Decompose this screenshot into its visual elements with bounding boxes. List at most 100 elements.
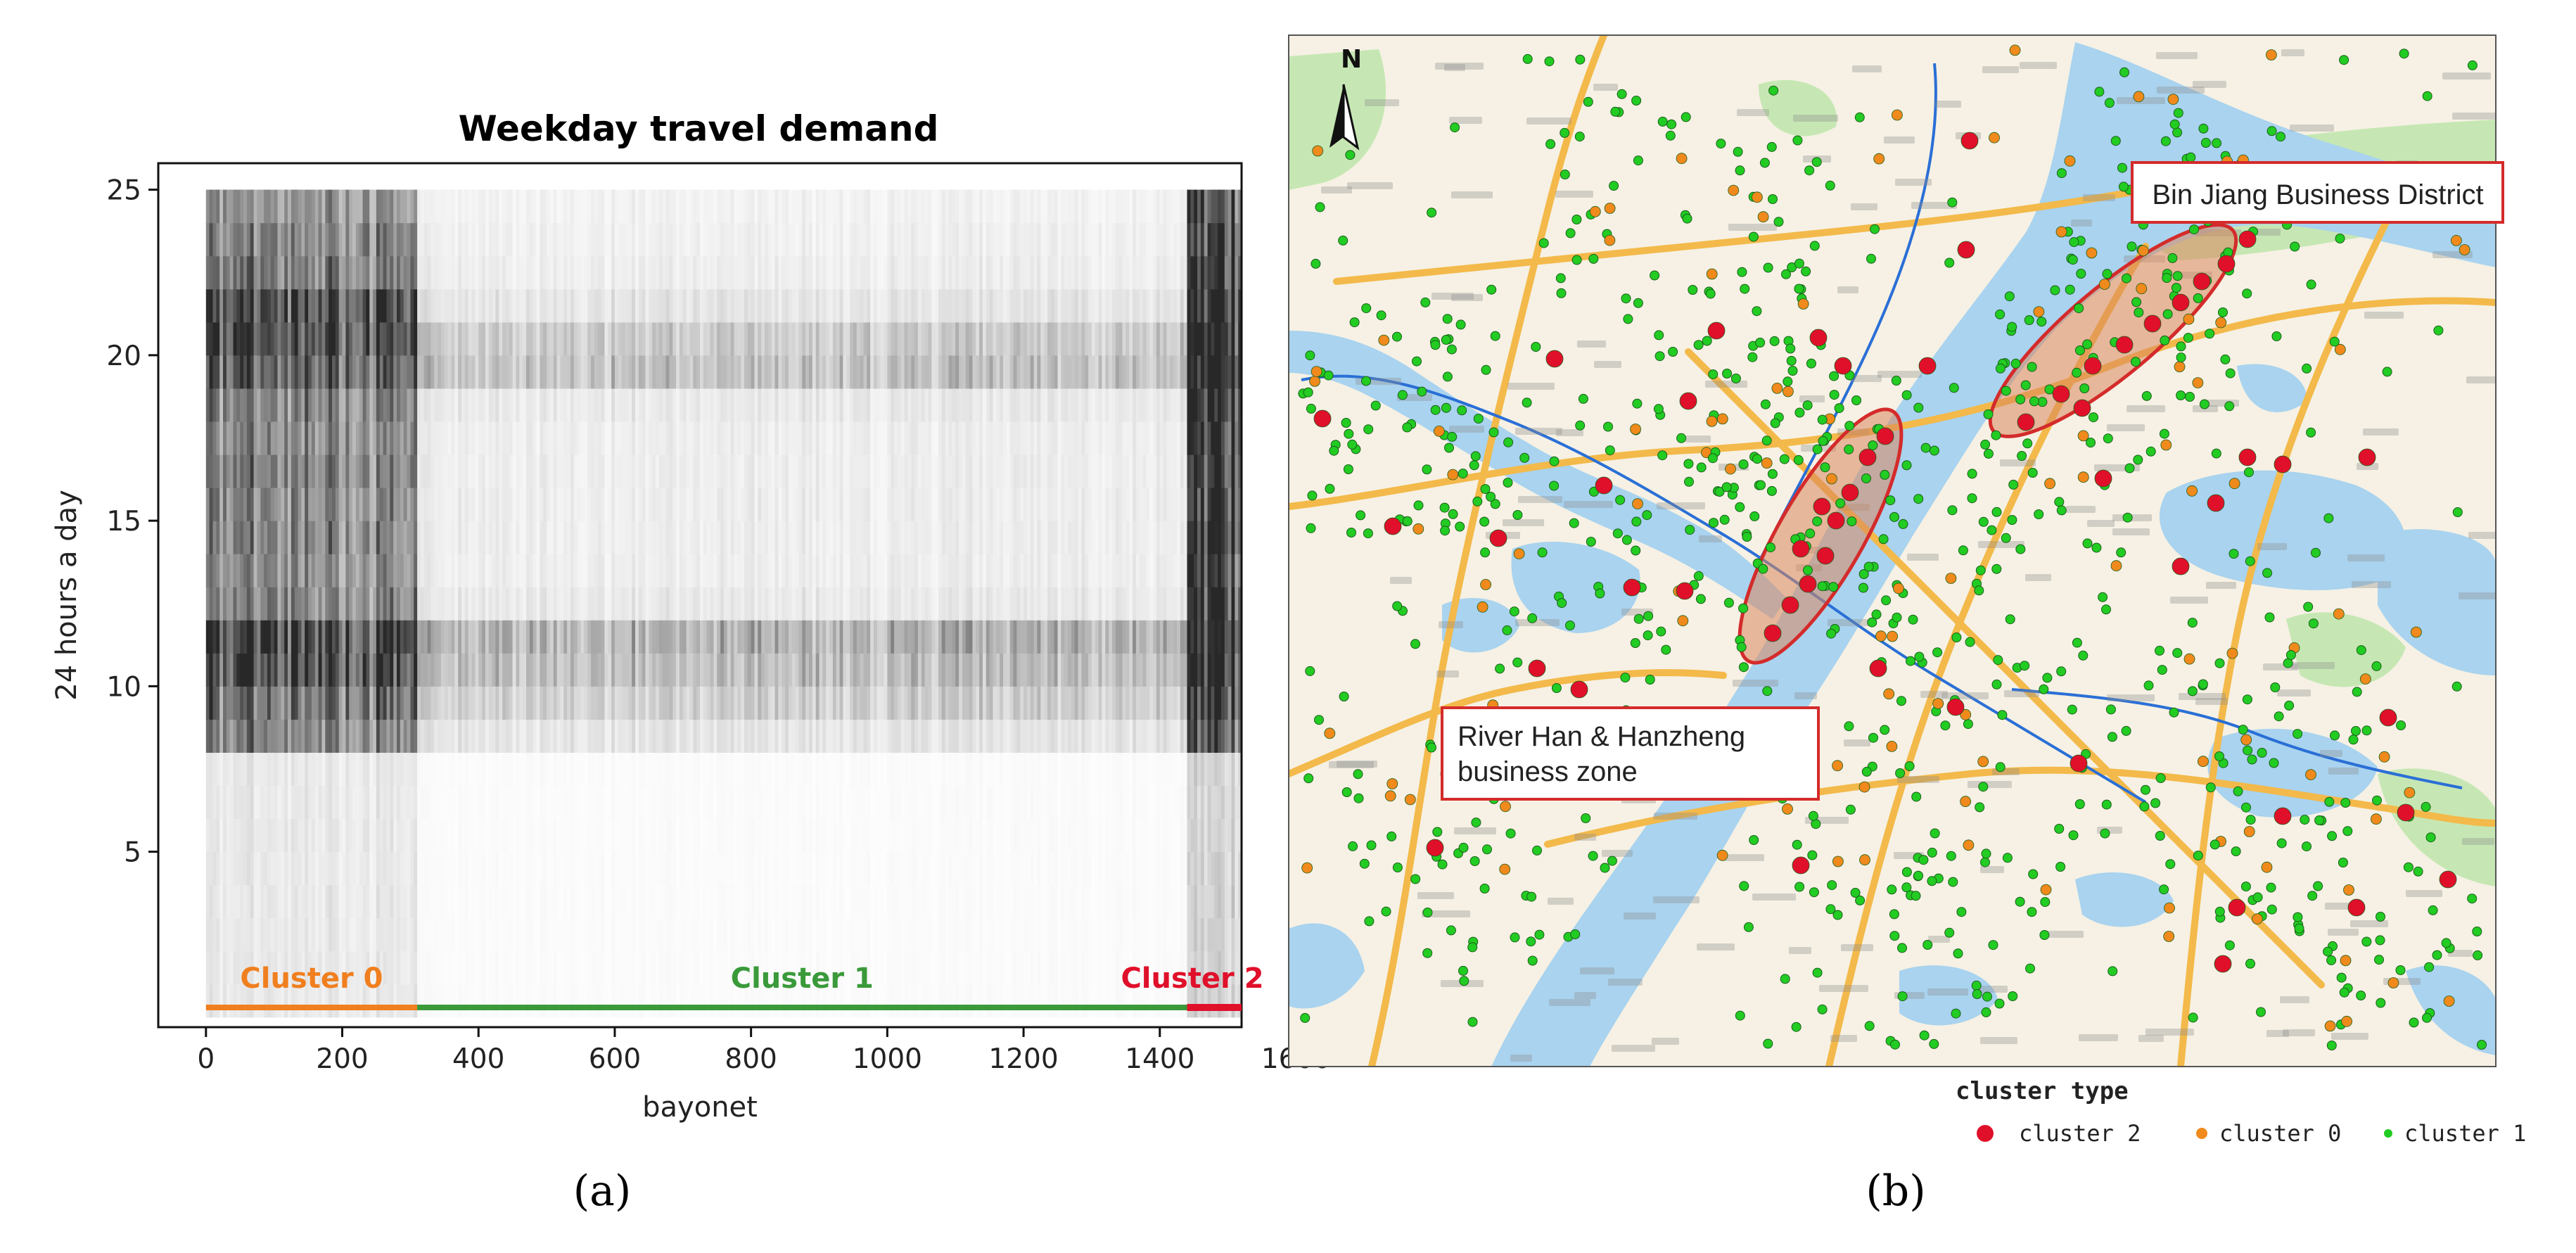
heatmap-cell bbox=[335, 851, 340, 886]
heatmap-cell bbox=[706, 917, 711, 952]
heatmap-cell bbox=[485, 189, 490, 224]
heatmap-cell bbox=[335, 950, 340, 985]
heatmap-cell bbox=[212, 917, 217, 952]
heatmap-cell bbox=[410, 653, 414, 687]
heatmap-cell bbox=[652, 322, 656, 356]
heatmap-cell bbox=[717, 288, 721, 323]
heatmap-cell bbox=[642, 884, 646, 919]
heatmap-cell bbox=[819, 355, 823, 389]
heatmap-cell bbox=[345, 653, 350, 687]
heatmap-column bbox=[311, 189, 316, 1018]
heatmap-cell bbox=[478, 222, 483, 257]
heatmap-cell bbox=[836, 255, 841, 290]
heatmap-cell bbox=[332, 288, 336, 323]
heatmap-cell bbox=[329, 752, 333, 787]
heatmap-cell bbox=[403, 653, 408, 687]
heatmap-cell bbox=[444, 653, 449, 687]
heatmap-cell bbox=[329, 686, 333, 720]
heatmap-cell bbox=[822, 521, 827, 554]
heatmap-cell bbox=[488, 222, 493, 257]
heatmap-cell bbox=[846, 719, 850, 753]
heatmap-cell bbox=[478, 851, 483, 886]
heatmap-cell bbox=[686, 454, 690, 488]
heatmap-cell bbox=[216, 851, 220, 886]
heatmap-column bbox=[509, 189, 514, 1018]
heatmap-cell bbox=[298, 454, 302, 488]
heatmap-cell bbox=[288, 884, 292, 919]
heatmap-cell bbox=[850, 950, 854, 985]
heatmap-cell bbox=[236, 454, 241, 488]
heatmap-cell bbox=[638, 222, 643, 257]
heatmap-cell bbox=[359, 322, 364, 356]
heatmap-cell bbox=[379, 719, 384, 753]
heatmap-cell bbox=[332, 917, 336, 952]
heatmap-cell bbox=[665, 653, 670, 687]
heatmap-cell bbox=[410, 587, 414, 621]
heatmap-cell bbox=[390, 388, 394, 422]
heatmap-cell bbox=[294, 818, 299, 853]
heatmap-cell bbox=[710, 322, 714, 356]
heatmap-cell bbox=[482, 686, 486, 720]
heatmap-cell bbox=[345, 587, 350, 621]
heatmap-cell bbox=[321, 851, 326, 886]
heatmap-cell bbox=[264, 488, 268, 521]
heatmap-cell bbox=[703, 189, 708, 224]
heatmap-cell bbox=[366, 620, 370, 654]
heatmap-column bbox=[440, 189, 445, 1018]
heatmap-cell bbox=[495, 653, 499, 687]
heatmap-cell bbox=[570, 884, 575, 919]
heatmap-cell bbox=[696, 719, 701, 753]
heatmap-cell bbox=[267, 620, 272, 654]
heatmap-cell bbox=[461, 521, 466, 554]
heatmap-cell bbox=[475, 488, 479, 521]
heatmap-cell bbox=[397, 620, 401, 654]
heatmap-cell bbox=[349, 785, 353, 820]
heatmap-cell bbox=[791, 454, 796, 488]
heatmap-cell bbox=[812, 917, 817, 952]
heatmap-cell bbox=[478, 488, 483, 521]
heatmap-cell bbox=[329, 950, 333, 985]
heatmap-cell bbox=[488, 851, 493, 886]
heatmap-cell bbox=[471, 719, 476, 753]
heatmap-cell bbox=[536, 752, 540, 787]
heatmap-cell bbox=[587, 620, 592, 654]
heatmap-cell bbox=[765, 255, 769, 290]
heatmap-cell bbox=[205, 984, 210, 1018]
heatmap-cell bbox=[628, 917, 632, 952]
heatmap-cell bbox=[438, 189, 442, 224]
heatmap-cell bbox=[468, 686, 473, 720]
heatmap-cell bbox=[362, 917, 366, 952]
heatmap-cell bbox=[373, 222, 377, 257]
heatmap-cell bbox=[288, 355, 292, 389]
heatmap-cell bbox=[751, 421, 755, 455]
heatmap-cell bbox=[734, 785, 738, 820]
heatmap-cell bbox=[349, 950, 353, 985]
heatmap-cell bbox=[229, 355, 234, 389]
heatmap-cell bbox=[502, 421, 506, 455]
heatmap-cell bbox=[212, 620, 217, 654]
heatmap-cell bbox=[243, 785, 248, 820]
heatmap-cell bbox=[802, 984, 806, 1018]
heatmap-cell bbox=[400, 917, 404, 952]
heatmap-cell bbox=[267, 288, 272, 323]
heatmap-cell bbox=[805, 851, 810, 886]
heatmap-cell bbox=[407, 984, 411, 1018]
heatmap-cell bbox=[321, 454, 326, 488]
heatmap-cell bbox=[829, 686, 834, 720]
heatmap-column bbox=[284, 189, 288, 1018]
heatmap-cell bbox=[431, 851, 435, 886]
heatmap-cell bbox=[492, 554, 496, 587]
heatmap-cell bbox=[693, 884, 697, 919]
heatmap-cell bbox=[761, 587, 765, 621]
heatmap-cell bbox=[540, 521, 544, 554]
heatmap-cell bbox=[570, 984, 575, 1018]
heatmap-cell bbox=[819, 288, 823, 323]
heatmap-cell bbox=[805, 884, 810, 919]
heatmap-cell bbox=[434, 884, 438, 919]
heatmap-cell bbox=[665, 421, 670, 455]
heatmap-cell bbox=[543, 421, 547, 455]
heatmap-cell bbox=[274, 322, 279, 356]
heatmap-cell bbox=[506, 554, 510, 587]
heatmap-cell bbox=[686, 620, 690, 654]
heatmap-cell bbox=[403, 719, 408, 753]
